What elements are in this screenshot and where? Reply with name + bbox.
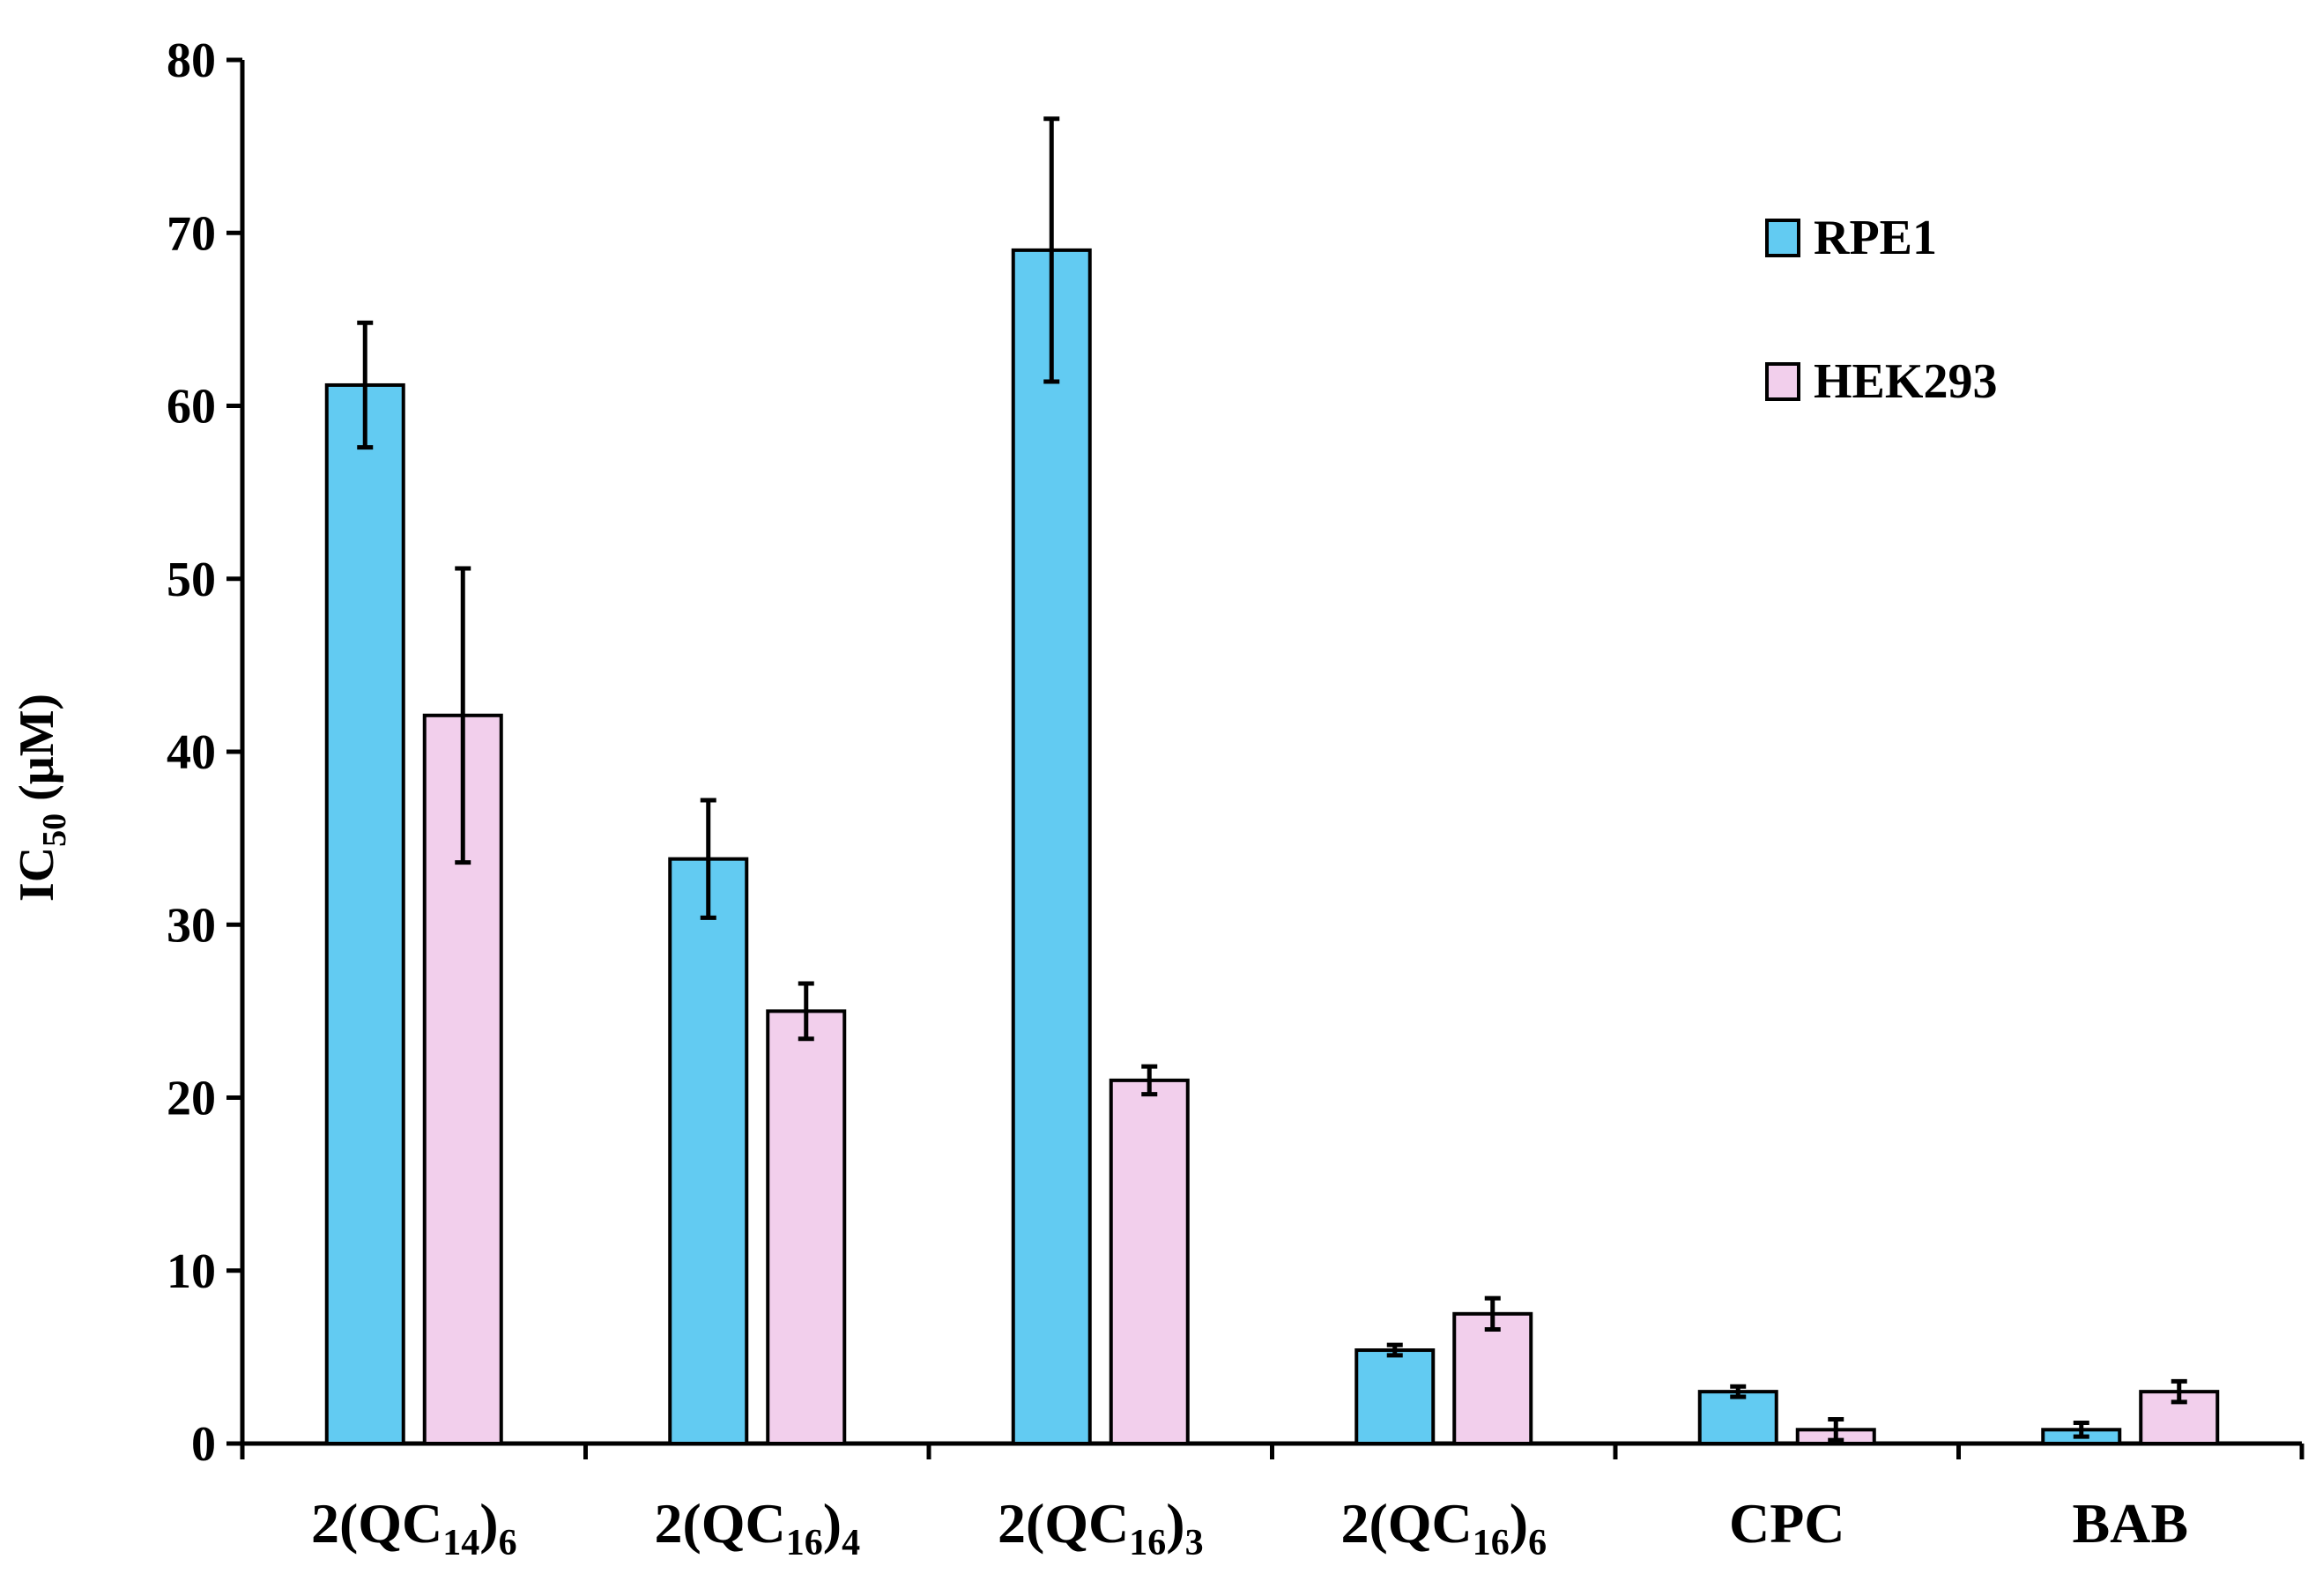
y-tick-label: 40 [167, 725, 216, 780]
y-tick-label: 10 [167, 1244, 216, 1299]
chart-axes [226, 57, 2304, 1459]
x-category-label: 2(QC14)6 [311, 1492, 517, 1563]
bar-hek293-2 [1109, 1078, 1190, 1445]
bar-rpe1-1 [668, 857, 749, 1445]
y-axis-title: IC50 (μM) [10, 694, 73, 902]
chart-error-bars [357, 116, 2187, 1443]
legend-label-hek293: HEK293 [1814, 354, 1997, 409]
y-tick-label: 80 [167, 33, 216, 88]
bar-rpe1-4 [1697, 1390, 1778, 1445]
y-tick-label: 0 [191, 1417, 216, 1472]
y-axis-title-subscript: 50 [36, 813, 73, 847]
bar-rpe1-0 [324, 382, 405, 1446]
y-tick-label: 50 [167, 553, 216, 607]
chart-legend: RPE1 HEK293 [1765, 211, 1997, 409]
x-category-label: CPC [1729, 1492, 1845, 1555]
bar-hek293-1 [766, 1009, 847, 1445]
legend-label-rpe1: RPE1 [1814, 211, 1937, 265]
x-category-label: BAB [2072, 1492, 2188, 1555]
y-tick-label: 20 [167, 1072, 216, 1126]
chart-labels: 0 10 20 30 40 50 60 70 80 2(QC14)6 2(QC16)4 2(QC16)… [167, 33, 2188, 1563]
y-axis-title-rest: (μM) [10, 694, 64, 813]
legend-swatch-rpe1 [1765, 219, 1800, 257]
y-tick-label: 30 [167, 898, 216, 953]
x-category-label: 2(QC16)4 [654, 1492, 860, 1563]
y-tick-label: 70 [167, 206, 216, 261]
y-tick-label: 60 [167, 380, 216, 434]
y-axis-title-main: IC [10, 847, 64, 902]
bar-rpe1-2 [1011, 248, 1092, 1445]
x-category-label: 2(QC16)3 [998, 1492, 1204, 1563]
chart-bars [324, 248, 2220, 1446]
bar-rpe1-3 [1354, 1348, 1436, 1446]
x-category-label: 2(QC16)6 [1340, 1492, 1547, 1563]
legend-swatch-hek293 [1765, 362, 1800, 401]
bar-hek293-3 [1452, 1311, 1533, 1445]
